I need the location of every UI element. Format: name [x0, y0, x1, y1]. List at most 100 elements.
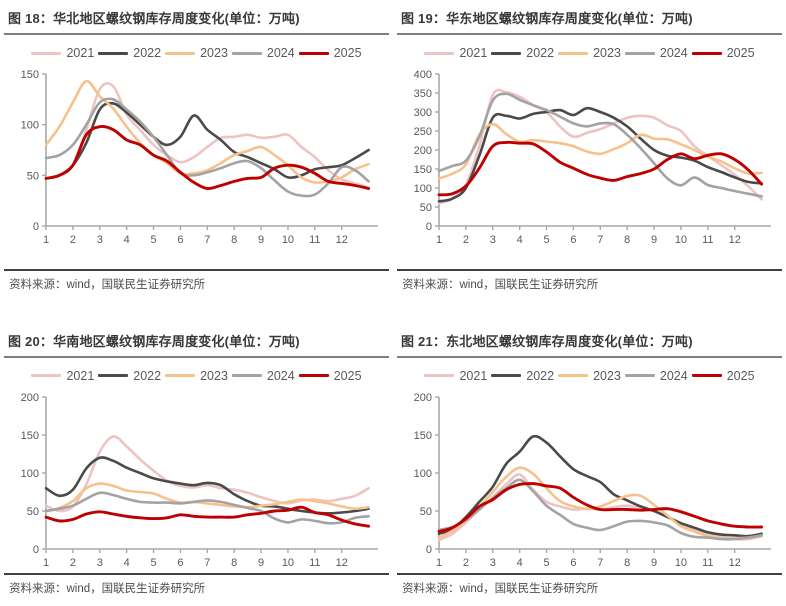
legend-swatch-2023: [165, 374, 196, 378]
y-tick-label: 50: [27, 170, 39, 182]
x-tick-label: 3: [97, 234, 103, 246]
legend-swatch-2021: [424, 51, 455, 55]
legend-item-2025: 2025: [298, 369, 362, 383]
series-line-2025: [44, 125, 371, 191]
legend-swatch-2022: [98, 374, 129, 378]
x-tick-label: 9: [651, 557, 657, 569]
legend-swatch-2025: [298, 51, 329, 55]
x-tick-label: 10: [282, 557, 294, 569]
legend-item-2022: 2022: [491, 46, 554, 60]
legend-swatch-2025: [298, 374, 329, 378]
x-tick-label: 11: [702, 557, 713, 569]
legend-swatch-2024: [624, 51, 655, 55]
x-tick-label: 2: [70, 557, 76, 569]
legend-swatch-2024: [231, 51, 262, 55]
x-tick-label: 9: [258, 557, 264, 569]
source-note: 资料来源：wind，国联民生证券研究所: [397, 572, 782, 606]
x-tick-label: 4: [124, 557, 130, 569]
x-tick-label: 3: [97, 557, 103, 569]
series-line-2024: [44, 490, 370, 525]
source-label: 资料来源：wind，国联民生证券研究所: [402, 582, 599, 595]
legend-swatch-2022: [98, 51, 129, 55]
legend-item-2022: 2022: [98, 369, 161, 383]
series-line-2024: [44, 97, 370, 198]
legend-label: 2024: [659, 368, 688, 383]
panel-fig20-south-china: 图 20：华南地区螺纹钢库存周度变化(单位：万吨) 2021 2022 2023 20…: [0, 303, 393, 606]
series-line-2023: [44, 481, 370, 512]
source-label: 资料来源：wind，国联民生证券研究所: [9, 279, 206, 291]
legend-label: 2023: [593, 46, 621, 60]
x-tick-label: 2: [463, 234, 469, 246]
y-tick-label: 400: [414, 69, 432, 81]
y-tick-label: 150: [414, 430, 432, 442]
x-tick-label: 10: [675, 234, 687, 246]
series-line-2025: [437, 140, 764, 197]
legend-item-2022: 2022: [491, 369, 554, 383]
x-tick-label: 9: [651, 234, 657, 246]
legend-item-2025: 2025: [691, 46, 755, 60]
legend-item-2021: 2021: [31, 46, 94, 60]
chart-area: 0 50 100 150 200 1 2 3 4 5 6 7 8 9 10 11 12: [4, 385, 389, 573]
x-tick-label: 8: [624, 234, 630, 246]
legend-item-2025: 2025: [691, 369, 755, 383]
y-tick-label: 100: [21, 120, 39, 132]
legend-swatch-2023: [165, 51, 196, 55]
x-tick-label: 11: [702, 234, 713, 246]
x-tick-label: 4: [517, 234, 523, 246]
x-tick-label: 1: [43, 234, 49, 246]
y-tick-label: 150: [414, 164, 432, 176]
legend: 2021 2022 2023 2024 2025: [4, 367, 389, 385]
legend-label: 2022: [526, 368, 555, 383]
series-line-2022: [44, 101, 370, 180]
x-tick-label: 8: [231, 234, 237, 246]
x-tick-label: 12: [729, 557, 741, 569]
chart-area: 0 50 100 150 200 1 2 3 4 5 6 7 8 9 10 11 12: [397, 385, 782, 573]
x-tick-label: 4: [124, 234, 130, 246]
y-tick-label: 0: [33, 221, 39, 233]
panel-title: 图 19：华东地区螺纹钢库存周度变化(单位：万吨): [397, 6, 782, 35]
x-tick-label: 6: [570, 557, 576, 569]
x-tick-label: 10: [675, 557, 687, 569]
legend-swatch-2025: [691, 51, 722, 55]
panel-fig18-north-china: 图 18：华北地区螺纹钢库存周度变化(单位：万吨) 2021 2022 2023 20…: [0, 0, 393, 303]
x-tick-label: 6: [177, 234, 183, 246]
y-tick-label: 0: [426, 544, 432, 556]
legend-item-2023: 2023: [558, 46, 621, 60]
y-tick-label: 50: [27, 506, 39, 518]
x-tick-label: 2: [463, 557, 469, 569]
x-tick-label: 7: [597, 557, 603, 569]
x-tick-label: 12: [336, 234, 348, 246]
x-tick-label: 10: [282, 234, 294, 246]
chart-area: 0 50 100 150 1 2 3 4 5 6 7 8 9 10 11 12: [4, 62, 389, 250]
legend-item-2021: 2021: [424, 46, 487, 60]
legend-item-2023: 2023: [165, 46, 228, 60]
legend: 2021 2022 2023 2024 2025: [4, 44, 389, 62]
legend-item-2023: 2023: [558, 369, 621, 383]
x-tick-label: 1: [43, 557, 49, 569]
panel-title: 图 20：华南地区螺纹钢库存周度变化(单位：万吨): [4, 329, 389, 358]
legend-label: 2022: [133, 368, 162, 383]
legend-label: 2022: [526, 46, 555, 60]
legend-swatch-2024: [231, 374, 262, 378]
legend-item-2024: 2024: [231, 46, 295, 60]
panel-fig21-northeast-china: 图 21：东北地区螺纹钢库存周度变化(单位：万吨) 2021 2022 2023 20…: [393, 303, 786, 606]
legend-label: 2024: [659, 46, 688, 60]
x-tick-label: 7: [597, 234, 603, 246]
x-tick-label: 8: [624, 557, 630, 569]
series-line-2021: [44, 82, 370, 189]
y-tick-label: 350: [414, 88, 432, 100]
legend-label: 2023: [593, 368, 621, 383]
y-tick-label: 0: [33, 544, 39, 556]
legend-label: 2021: [459, 46, 488, 60]
x-tick-label: 7: [204, 557, 210, 569]
series-line-2023: [437, 465, 763, 540]
source-note: 资料来源：wind，国联民生证券研究所: [397, 269, 782, 303]
legend-item-2022: 2022: [98, 46, 161, 60]
legend-label: 2024: [266, 46, 295, 60]
x-tick-label: 11: [309, 234, 320, 246]
x-tick-label: 5: [543, 557, 549, 569]
